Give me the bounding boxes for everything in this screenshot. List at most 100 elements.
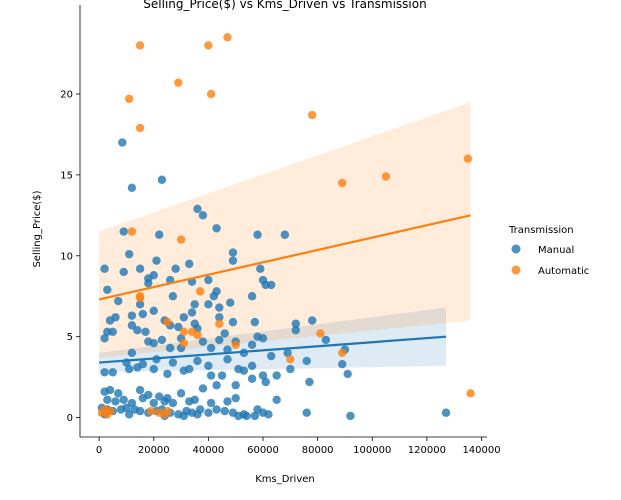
data-point-manual bbox=[165, 343, 175, 353]
legend-marker-manual bbox=[511, 244, 521, 254]
data-point-automatic bbox=[193, 330, 202, 340]
data-point-manual bbox=[209, 292, 219, 301]
legend-label-automatic: Automatic bbox=[538, 266, 589, 277]
data-point-manual bbox=[204, 361, 213, 371]
data-point-manual bbox=[114, 296, 123, 306]
legend-item-automatic: Automatic bbox=[511, 265, 589, 277]
legend: Transmission Manual Automatic bbox=[508, 225, 589, 277]
data-point-automatic bbox=[316, 329, 325, 338]
data-point-manual bbox=[155, 230, 164, 239]
data-point-manual bbox=[190, 300, 199, 309]
plot-area bbox=[97, 33, 475, 421]
chart-title: Selling_Price($) vs Kms_Driven vs Transm… bbox=[143, 0, 426, 11]
data-point-manual bbox=[100, 368, 109, 377]
y-tick-label: 0 bbox=[67, 413, 73, 424]
x-axis-label: Kms_Driven bbox=[255, 474, 315, 485]
data-point-manual bbox=[212, 224, 221, 233]
data-point-manual bbox=[124, 410, 134, 419]
data-point-manual bbox=[135, 300, 145, 309]
x-tick-label: 60000 bbox=[247, 445, 279, 456]
x-axis-ticks: 0 20000 40000 60000 80000 100000 120000 140000 bbox=[96, 437, 501, 456]
data-point-manual bbox=[155, 392, 164, 401]
data-point-manual bbox=[215, 313, 224, 322]
data-point-manual bbox=[217, 371, 227, 380]
data-point-manual bbox=[111, 397, 120, 406]
data-point-manual bbox=[168, 398, 178, 408]
data-point-manual bbox=[149, 338, 158, 348]
data-point-manual bbox=[193, 410, 202, 419]
data-point-manual bbox=[346, 411, 355, 421]
x-tick-label: 20000 bbox=[138, 445, 170, 456]
data-point-manual bbox=[198, 211, 208, 220]
data-point-manual bbox=[198, 337, 208, 346]
data-point-manual bbox=[193, 356, 202, 366]
data-point-manual bbox=[100, 334, 109, 343]
data-point-manual bbox=[118, 138, 127, 147]
data-point-manual bbox=[168, 292, 178, 301]
data-point-automatic bbox=[466, 389, 475, 398]
axes: 0 20000 40000 60000 80000 100000 120000 140000 … bbox=[60, 5, 501, 456]
data-point-manual bbox=[441, 408, 451, 417]
data-point-manual bbox=[305, 377, 314, 387]
data-point-manual bbox=[127, 311, 137, 320]
data-point-manual bbox=[234, 411, 243, 421]
data-point-manual bbox=[179, 411, 188, 421]
data-point-manual bbox=[119, 395, 128, 404]
data-point-manual bbox=[108, 368, 117, 377]
data-point-manual bbox=[127, 398, 137, 408]
data-point-manual bbox=[149, 398, 158, 408]
data-point-manual bbox=[149, 306, 158, 315]
data-point-manual bbox=[338, 359, 347, 369]
data-point-manual bbox=[193, 204, 202, 214]
data-point-manual bbox=[127, 321, 137, 330]
data-point-manual bbox=[100, 264, 109, 273]
data-point-manual bbox=[133, 363, 142, 372]
data-point-automatic bbox=[160, 410, 169, 419]
data-point-manual bbox=[171, 264, 180, 273]
data-point-manual bbox=[204, 408, 213, 417]
data-point-manual bbox=[124, 249, 134, 259]
data-point-manual bbox=[264, 410, 273, 419]
data-point-manual bbox=[105, 316, 115, 325]
data-point-manual bbox=[105, 385, 115, 395]
confidence-band-automatic bbox=[99, 102, 471, 358]
regression-line-manual bbox=[99, 335, 447, 364]
data-point-manual bbox=[256, 264, 265, 273]
data-point-automatic bbox=[146, 406, 156, 416]
data-point-manual bbox=[206, 398, 216, 408]
data-point-manual bbox=[141, 327, 150, 337]
data-point-manual bbox=[135, 385, 145, 395]
data-point-manual bbox=[286, 364, 295, 374]
data-point-manual bbox=[114, 389, 123, 398]
data-point-manual bbox=[119, 267, 128, 277]
data-point-manual bbox=[226, 298, 235, 307]
regression-lines bbox=[98, 214, 471, 364]
data-point-manual bbox=[108, 327, 117, 337]
legend-label-manual: Manual bbox=[538, 245, 574, 256]
data-point-manual bbox=[185, 364, 194, 374]
data-point-automatic bbox=[231, 340, 240, 349]
y-axis-ticks: 0 5 10 15 20 bbox=[60, 89, 80, 424]
data-point-manual bbox=[127, 348, 137, 358]
data-point-automatic bbox=[179, 327, 188, 337]
data-point-manual bbox=[144, 279, 153, 288]
data-point-manual bbox=[250, 317, 260, 327]
data-point-manual bbox=[138, 309, 148, 319]
data-point-manual bbox=[174, 322, 183, 332]
data-point-manual bbox=[163, 369, 172, 379]
x-tick-label: 140000 bbox=[462, 445, 500, 456]
data-point-manual bbox=[258, 371, 268, 380]
data-point-manual bbox=[223, 397, 232, 406]
data-point-automatic bbox=[204, 41, 213, 50]
data-point-manual bbox=[138, 393, 148, 403]
data-point-manual bbox=[272, 395, 281, 404]
data-point-manual bbox=[206, 343, 216, 353]
data-point-automatic bbox=[124, 94, 134, 104]
data-point-automatic bbox=[338, 178, 347, 188]
data-point-manual bbox=[242, 411, 251, 421]
data-point-manual bbox=[179, 313, 188, 322]
data-point-manual bbox=[321, 335, 331, 345]
data-point-manual bbox=[157, 175, 167, 184]
data-point-manual bbox=[228, 256, 238, 265]
